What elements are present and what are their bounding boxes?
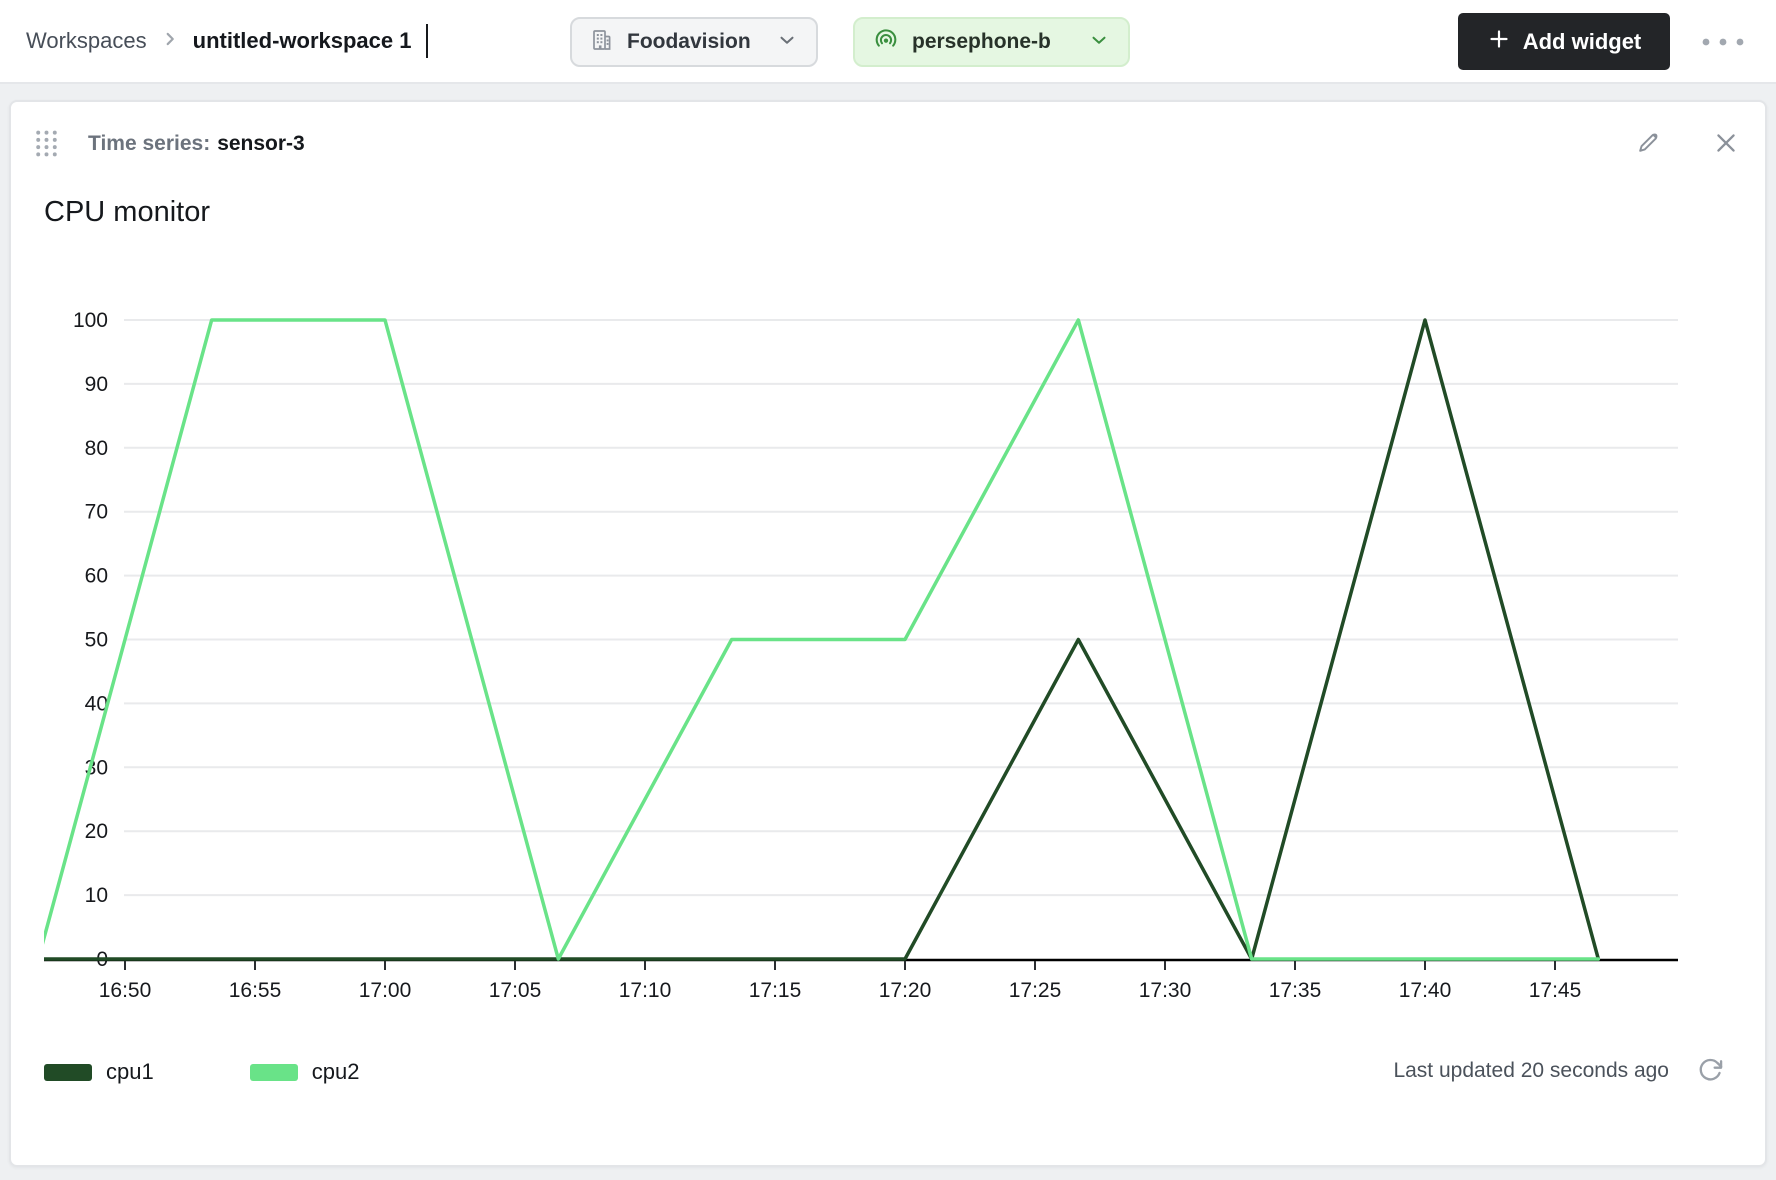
svg-text:80: 80 <box>85 437 108 460</box>
svg-text:17:45: 17:45 <box>1529 979 1582 1002</box>
legend-item-cpu1[interactable]: cpu1 <box>44 1059 154 1085</box>
add-widget-label: Add widget <box>1522 28 1642 54</box>
x-icon <box>1713 130 1739 159</box>
svg-text:60: 60 <box>85 565 108 588</box>
svg-text:10: 10 <box>85 884 108 907</box>
edit-widget-button[interactable] <box>1628 124 1668 164</box>
timeseries-chart: 010203040506070809010016:5016:5517:0017:… <box>44 309 1678 1002</box>
svg-text:100: 100 <box>73 309 108 332</box>
device-selector-label: persephone-b <box>912 30 1051 53</box>
widget-title: Time series: sensor-3 <box>88 132 305 156</box>
close-widget-button[interactable] <box>1706 124 1746 164</box>
svg-text:17:30: 17:30 <box>1139 979 1192 1002</box>
widget-type-label: Time series: <box>88 132 211 155</box>
breadcrumb-workspaces-link[interactable]: Workspaces <box>26 28 147 53</box>
legend-label-cpu1: cpu1 <box>106 1059 154 1084</box>
chart-legend: cpu1 cpu2 <box>44 1059 359 1085</box>
device-selector-dropdown[interactable]: persephone-b <box>853 17 1130 67</box>
legend-item-cpu2[interactable]: cpu2 <box>249 1059 360 1085</box>
add-widget-button[interactable]: Add widget <box>1458 13 1670 70</box>
svg-text:17:25: 17:25 <box>1009 979 1062 1002</box>
widget-footer-status: Last updated 20 seconds ago <box>1393 1054 1727 1088</box>
chevron-down-icon <box>776 29 798 56</box>
svg-text:20: 20 <box>85 820 108 843</box>
refresh-cw-icon <box>1696 1056 1724 1087</box>
text-cursor <box>426 24 429 58</box>
timeseries-widget-card: Time series:sensor-3 CPU monitor 0102030… <box>9 100 1767 1167</box>
breadcrumb: Workspaces untitled-workspace 1 <box>26 0 429 82</box>
svg-text:17:20: 17:20 <box>879 979 932 1002</box>
plus-icon <box>1487 27 1511 57</box>
broadcast-target-icon <box>873 27 899 58</box>
legend-swatch-cpu2 <box>249 1063 298 1081</box>
widget-drag-handle[interactable] <box>31 128 61 162</box>
org-selector-label: Foodavision <box>627 30 751 53</box>
chart-title: CPU monitor <box>44 196 210 228</box>
chevron-down-icon <box>1088 29 1110 56</box>
svg-text:16:55: 16:55 <box>229 979 282 1002</box>
drag-handle-dots-icon <box>35 129 58 161</box>
legend-swatch-cpu1 <box>44 1063 92 1081</box>
refresh-button[interactable] <box>1693 1054 1727 1088</box>
legend-label-cpu2: cpu2 <box>311 1059 360 1084</box>
svg-text:17:00: 17:00 <box>359 979 412 1002</box>
building-icon <box>590 28 614 57</box>
ellipsis-icon <box>1700 35 1746 50</box>
svg-text:17:40: 17:40 <box>1399 979 1452 1002</box>
top-bar: Workspaces untitled-workspace 1 <box>0 0 1776 84</box>
last-updated-text: Last updated 20 seconds ago <box>1393 1059 1669 1082</box>
svg-text:16:50: 16:50 <box>99 979 152 1002</box>
svg-text:70: 70 <box>85 501 108 524</box>
pencil-icon <box>1635 129 1662 159</box>
widget-name-label: sensor-3 <box>217 132 305 155</box>
svg-text:50: 50 <box>85 629 108 652</box>
svg-text:17:15: 17:15 <box>749 979 802 1002</box>
svg-text:40: 40 <box>85 692 108 715</box>
chevron-right-icon <box>159 28 181 55</box>
svg-text:17:35: 17:35 <box>1269 979 1322 1002</box>
svg-text:17:05: 17:05 <box>489 979 542 1002</box>
org-selector-dropdown[interactable]: Foodavision <box>570 17 818 67</box>
workspace-title-input[interactable]: untitled-workspace 1 <box>192 28 412 53</box>
svg-text:90: 90 <box>85 373 108 396</box>
overflow-menu-button[interactable] <box>1698 28 1748 56</box>
svg-text:17:10: 17:10 <box>619 979 672 1002</box>
